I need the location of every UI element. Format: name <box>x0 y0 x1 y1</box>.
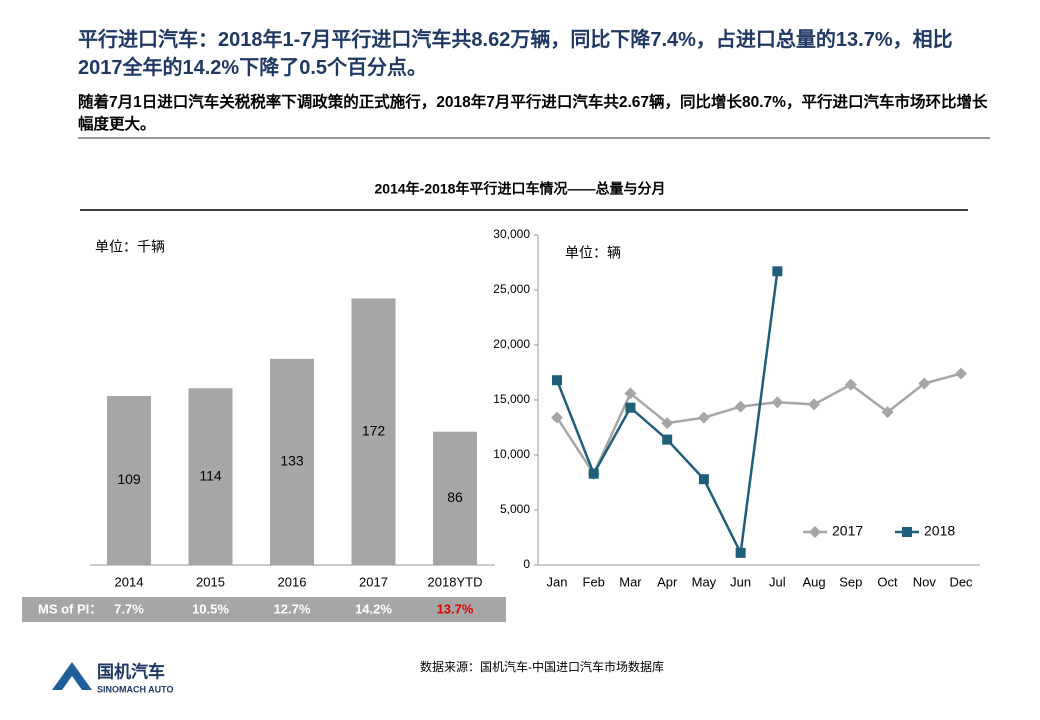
y-tick-label: 10,000 <box>493 447 530 461</box>
y-tick-label: 30,000 <box>493 227 530 241</box>
bar <box>270 358 314 565</box>
bar <box>107 396 151 565</box>
slide-subtitle: 随着7月1日进口汽车关税税率下调政策的正式施行，2018年7月平行进口汽车共2.… <box>78 94 988 133</box>
bar-value: 114 <box>199 467 222 483</box>
marker <box>552 375 562 386</box>
x-tick-label: Jul <box>769 574 786 589</box>
bar-value: 86 <box>447 489 463 505</box>
marker <box>881 406 894 419</box>
x-tick-label: Nov <box>913 574 937 589</box>
x-tick-label: Feb <box>583 574 605 589</box>
line-unit: 单位：辆 <box>565 245 621 261</box>
x-tick-label: 2014 <box>115 574 144 589</box>
y-tick-label: 25,000 <box>493 282 530 296</box>
bar-value: 172 <box>362 422 386 438</box>
x-tick-label: Dec <box>949 574 973 589</box>
logo: 国机汽车 SINOMACH AUTO <box>52 661 174 694</box>
x-tick-label: Sep <box>839 574 862 589</box>
marker <box>902 527 912 537</box>
source: 数据来源：国机汽车-中国进口汽车市场数据库 <box>420 659 664 674</box>
ms-value: 10.5% <box>192 601 229 616</box>
marker <box>809 526 821 538</box>
x-tick-label: Mar <box>619 574 642 589</box>
marker <box>661 417 674 430</box>
y-tick-label: 5,000 <box>500 502 530 516</box>
marker <box>771 396 784 409</box>
series-line <box>555 372 962 477</box>
bar-unit: 单位：千辆 <box>95 239 165 255</box>
marker <box>844 378 857 391</box>
marker <box>697 411 710 424</box>
x-tick-label: 2017 <box>359 574 388 589</box>
x-tick-label: 2015 <box>196 574 225 589</box>
x-tick-label: May <box>692 574 717 589</box>
marker <box>624 387 637 400</box>
marker <box>698 474 709 485</box>
ms-value: 13.7% <box>437 601 474 616</box>
bar <box>351 298 396 565</box>
marker <box>955 367 967 380</box>
ms-value: 14.2% <box>355 601 392 616</box>
marker <box>772 266 783 277</box>
marker <box>808 398 821 411</box>
x-tick-label: Jun <box>730 574 751 589</box>
marker <box>625 402 636 413</box>
marker <box>662 434 673 445</box>
bar-value: 109 <box>117 471 141 487</box>
bar <box>188 388 233 565</box>
x-tick-label: 2016 <box>278 574 307 589</box>
ms-label: MS of PI： <box>38 601 102 616</box>
marker <box>588 468 599 479</box>
marker <box>918 377 931 390</box>
ms-value: 7.7% <box>114 601 144 616</box>
logo-icon <box>52 662 92 690</box>
x-tick-label: Jan <box>547 574 568 589</box>
legend-label: 2018 <box>924 523 955 539</box>
x-tick-label: 2018YTD <box>428 574 483 589</box>
bar-value: 133 <box>280 453 304 469</box>
y-tick-label: 0 <box>523 557 530 571</box>
series-line <box>555 271 779 558</box>
x-tick-label: Oct <box>877 574 898 589</box>
x-tick-label: Apr <box>657 574 678 589</box>
logo-sub: SINOMACH AUTO <box>97 684 174 694</box>
x-tick-label: Aug <box>803 574 826 589</box>
marker <box>734 400 747 413</box>
ms-value: 12.7% <box>274 601 311 616</box>
marker <box>551 411 563 424</box>
section-title: 2014年-2018年平行进口车情况——总量与分月 <box>375 181 666 197</box>
bar <box>433 431 477 565</box>
y-tick-label: 20,000 <box>493 337 530 351</box>
slide-title: 平行进口汽车：2018年1-7月平行进口汽车共8.62万辆，同比下降7.4%，占… <box>78 29 953 79</box>
ms-row-bg <box>22 597 506 622</box>
logo-name: 国机汽车 <box>97 661 165 681</box>
legend-label: 2017 <box>832 523 863 539</box>
y-tick-label: 15,000 <box>493 392 530 406</box>
marker <box>735 547 746 558</box>
